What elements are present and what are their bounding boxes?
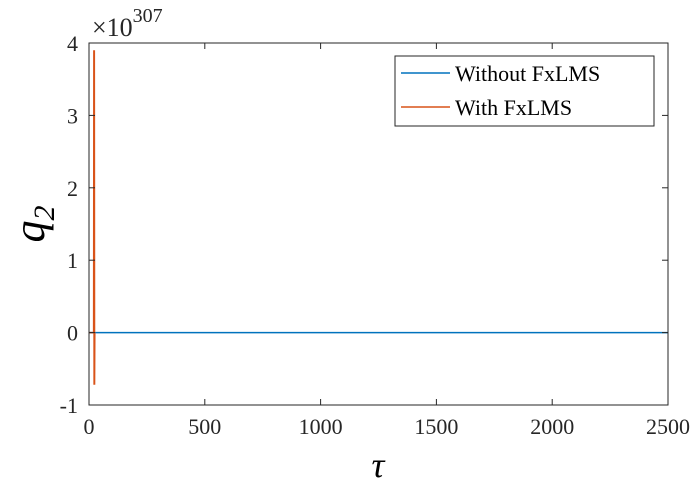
y-tick-label: -1 [60,393,78,418]
y-multiplier-prefix: ×10 [92,13,133,42]
axes-layer [88,42,669,406]
y-multiplier-exponent: 307 [133,5,163,27]
y-multiplier: ×10307 [92,5,163,42]
legend-entry-with-fxlms: With FxLMS [455,95,572,120]
x-axis-label: τ [372,445,386,485]
y-tick-label: 2 [67,176,78,201]
x-tick-label: 2500 [646,414,690,439]
y-tick-label: 0 [67,321,78,346]
x-tick-label: 2000 [530,414,574,439]
y-tick-label: 4 [67,31,78,56]
x-tick-label: 500 [188,414,221,439]
y-axis-label-sub: 2 [28,206,61,221]
axes-box [88,42,669,406]
x-tick-label: 1000 [299,414,343,439]
x-tick-label: 0 [84,414,95,439]
x-tick-label: 1500 [414,414,458,439]
legend-entry-without-fxlms: Without FxLMS [455,61,600,86]
y-tick-label: 3 [67,103,78,128]
y-axis-label-base: q [5,221,54,243]
y-axis-label: q2 [5,206,61,243]
y-tick-label: 1 [67,248,78,273]
legend-box [394,55,655,127]
legend: Without FxLMS With FxLMS [394,55,655,127]
